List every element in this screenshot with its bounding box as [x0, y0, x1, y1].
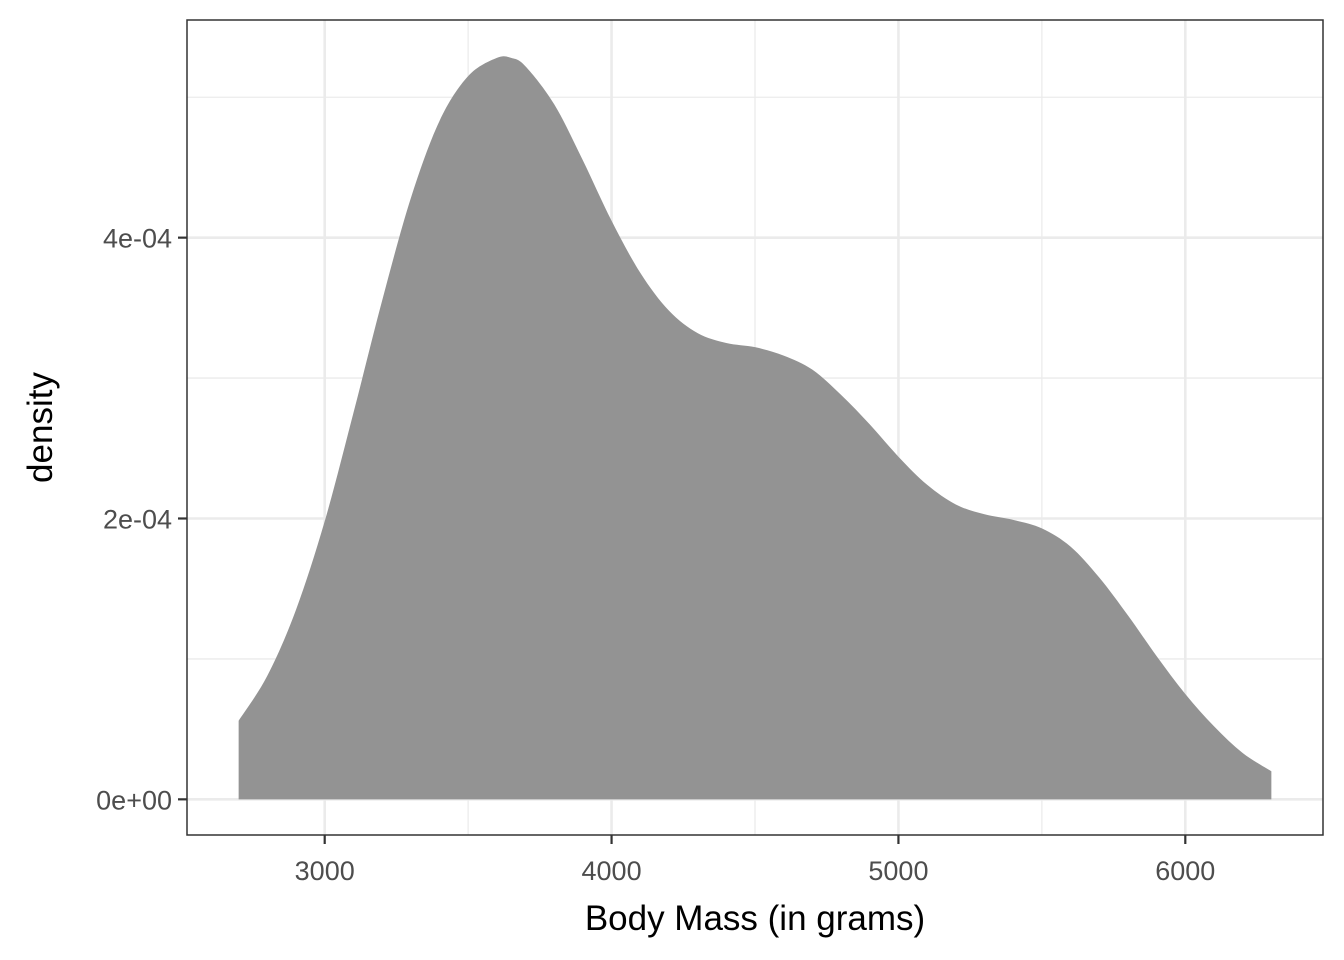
x-tick-label: 6000: [1155, 856, 1215, 886]
x-tick-label: 3000: [295, 856, 355, 886]
x-tick-label: 5000: [868, 856, 928, 886]
y-axis-title: density: [21, 372, 60, 483]
series-layer: [238, 56, 1272, 800]
x-tick-label: 4000: [582, 856, 642, 886]
y-tick-label: 2e-04: [103, 504, 172, 534]
y-tick-label: 4e-04: [103, 224, 172, 254]
y-axis: 0e+00 2e-04 4e-04: [96, 224, 187, 815]
y-tick-label: 0e+00: [96, 785, 172, 815]
x-axis: 3000 4000 5000 6000: [295, 835, 1215, 886]
x-axis-title: Body Mass (in grams): [585, 899, 925, 938]
density-area: [238, 56, 1272, 800]
panel-border: [186, 19, 1324, 836]
